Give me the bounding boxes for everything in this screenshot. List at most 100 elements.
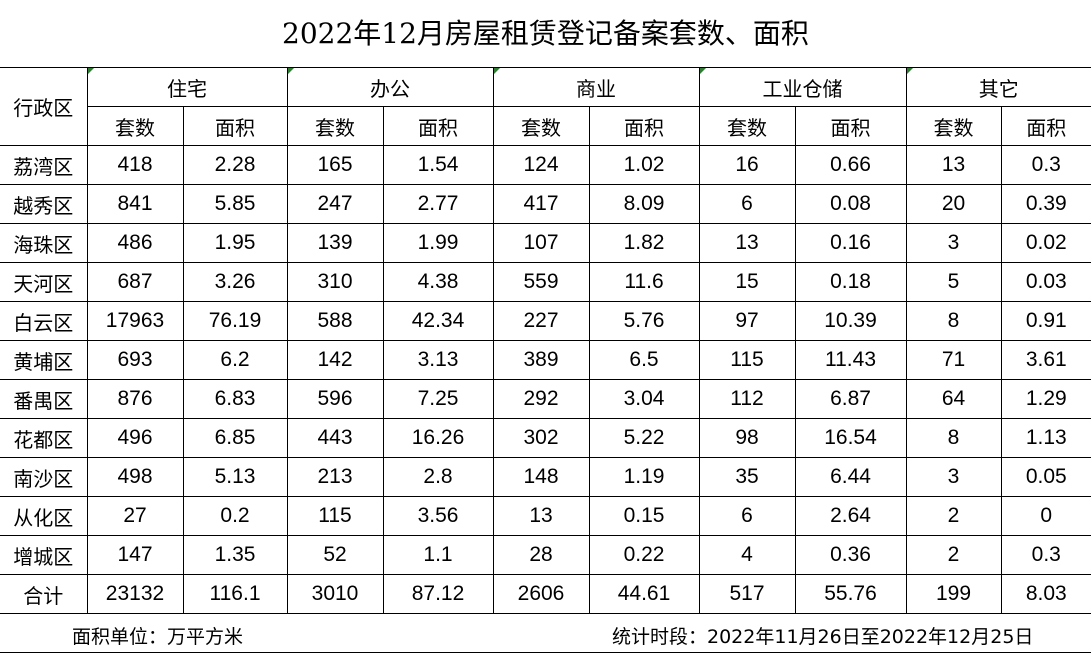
count-cell: 199	[905, 574, 1002, 614]
table-row: 从化区 27 0.2 115 3.56 13 0.15 6 2.64 2 0	[0, 496, 1091, 536]
count-cell: 112	[698, 379, 796, 419]
area-cell: 3.56	[382, 496, 494, 536]
table-footer: 面积单位：万平方米 统计时段：2022年11月26日至2022年12月25日	[0, 614, 1091, 654]
area-unit-note: 面积单位：万平方米	[72, 626, 244, 648]
count-cell: 16	[698, 145, 796, 185]
total-row: 合计 23132 116.1 3010 87.12 2606 44.61 517 55.76 19…	[0, 574, 1091, 614]
count-cell: 20	[905, 184, 1002, 224]
count-cell: 693	[86, 340, 184, 380]
table-row: 增城区 147 1.35 52 1.1 28 0.22 4 0.36 2 0.3	[0, 535, 1091, 575]
count-cell: 292	[492, 379, 590, 419]
group-header-residential: 住宅	[86, 67, 288, 107]
count-subheader: 套数	[905, 106, 1002, 146]
area-cell: 1.02	[588, 145, 700, 185]
table-row: 越秀区 841 5.85 247 2.77 417 8.09 6 0.08 20 0.39	[0, 184, 1091, 224]
area-cell: 44.61	[588, 574, 700, 614]
count-cell: 17963	[86, 301, 184, 341]
corner-marker-icon	[494, 68, 500, 74]
count-cell: 8	[905, 418, 1002, 458]
area-cell: 1.95	[182, 223, 288, 263]
rental-registration-table: 行政区 住宅 办公 商业 工业仓储 其它 套数 面积 套数 面积 套数 面积 套…	[0, 67, 1091, 614]
count-cell: 443	[286, 418, 384, 458]
area-cell: 0.66	[794, 145, 907, 185]
count-cell: 517	[698, 574, 796, 614]
count-cell: 2606	[492, 574, 590, 614]
corner-marker-icon	[288, 68, 294, 74]
count-cell: 418	[86, 145, 184, 185]
area-cell: 6.87	[794, 379, 907, 419]
count-cell: 27	[86, 496, 184, 536]
count-cell: 139	[286, 223, 384, 263]
total-label: 合计	[0, 574, 88, 614]
area-cell: 1.99	[382, 223, 494, 263]
area-cell: 1.82	[588, 223, 700, 263]
area-cell: 0.03	[1000, 262, 1091, 302]
group-header-industrial: 工业仓储	[698, 67, 907, 107]
count-cell: 588	[286, 301, 384, 341]
count-cell: 687	[86, 262, 184, 302]
area-cell: 8.09	[588, 184, 700, 224]
area-cell: 0.08	[794, 184, 907, 224]
count-cell: 559	[492, 262, 590, 302]
table-row: 荔湾区 418 2.28 165 1.54 124 1.02 16 0.66 13 0.3	[0, 145, 1091, 185]
area-subheader: 面积	[182, 106, 288, 146]
area-cell: 1.13	[1000, 418, 1091, 458]
table-row: 白云区 17963 76.19 588 42.34 227 5.76 97 10.39 8 0.91	[0, 301, 1091, 341]
count-cell: 13	[905, 145, 1002, 185]
count-cell: 52	[286, 535, 384, 575]
count-cell: 115	[286, 496, 384, 536]
area-cell: 3.26	[182, 262, 288, 302]
district-name: 增城区	[0, 535, 88, 575]
area-cell: 0.91	[1000, 301, 1091, 341]
area-cell: 87.12	[382, 574, 494, 614]
count-cell: 3010	[286, 574, 384, 614]
count-subheader: 套数	[492, 106, 590, 146]
count-cell: 107	[492, 223, 590, 263]
area-cell: 0.18	[794, 262, 907, 302]
area-cell: 0.22	[588, 535, 700, 575]
area-cell: 2.8	[382, 457, 494, 497]
corner-marker-icon	[700, 68, 706, 74]
area-cell: 0.3	[1000, 535, 1091, 575]
area-cell: 2.77	[382, 184, 494, 224]
area-cell: 2.64	[794, 496, 907, 536]
area-cell: 1.19	[588, 457, 700, 497]
district-name: 番禺区	[0, 379, 88, 419]
area-cell: 5.22	[588, 418, 700, 458]
count-cell: 28	[492, 535, 590, 575]
count-cell: 13	[492, 496, 590, 536]
count-subheader: 套数	[286, 106, 384, 146]
area-cell: 1.54	[382, 145, 494, 185]
count-cell: 486	[86, 223, 184, 263]
page-title: 2022年12月房屋租赁登记备案套数、面积	[282, 17, 809, 50]
area-cell: 0.39	[1000, 184, 1091, 224]
area-cell: 0.16	[794, 223, 907, 263]
count-cell: 596	[286, 379, 384, 419]
area-cell: 5.13	[182, 457, 288, 497]
district-name: 海珠区	[0, 223, 88, 263]
table-row: 海珠区 486 1.95 139 1.99 107 1.82 13 0.16 3 0.02	[0, 223, 1091, 263]
count-cell: 15	[698, 262, 796, 302]
group-header-office: 办公	[286, 67, 494, 107]
count-cell: 13	[698, 223, 796, 263]
count-cell: 3	[905, 223, 1002, 263]
group-label: 工业仓储	[762, 76, 843, 101]
table-row: 番禺区 876 6.83 596 7.25 292 3.04 112 6.87 64 1.29	[0, 379, 1091, 419]
area-cell: 3.13	[382, 340, 494, 380]
count-cell: 5	[905, 262, 1002, 302]
count-cell: 124	[492, 145, 590, 185]
district-name: 天河区	[0, 262, 88, 302]
area-cell: 8.03	[1000, 574, 1091, 614]
area-cell: 0.05	[1000, 457, 1091, 497]
count-cell: 2	[905, 496, 1002, 536]
area-cell: 0.2	[182, 496, 288, 536]
area-cell: 6.5	[588, 340, 700, 380]
corner-marker-icon	[88, 68, 94, 74]
area-cell: 0	[1000, 496, 1091, 536]
group-label: 办公	[370, 76, 410, 101]
count-cell: 64	[905, 379, 1002, 419]
area-cell: 0.36	[794, 535, 907, 575]
count-cell: 165	[286, 145, 384, 185]
area-cell: 4.38	[382, 262, 494, 302]
area-cell: 10.39	[794, 301, 907, 341]
